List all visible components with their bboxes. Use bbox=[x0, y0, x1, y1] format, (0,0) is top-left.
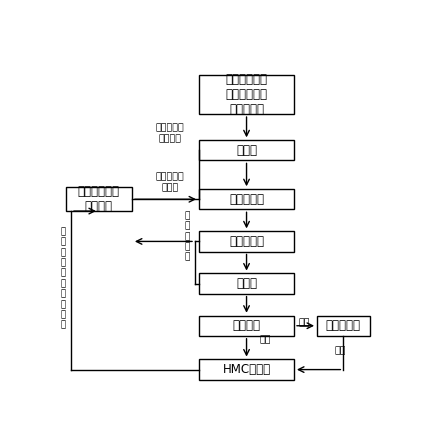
Text: 提供腐植化
微生物: 提供腐植化 微生物 bbox=[156, 173, 184, 192]
FancyBboxPatch shape bbox=[199, 140, 294, 160]
Text: 液态: 液态 bbox=[334, 346, 346, 356]
FancyBboxPatch shape bbox=[199, 316, 294, 336]
Text: 畜禽养殖、屠
宰、食品加工
等有机废水: 畜禽养殖、屠 宰、食品加工 等有机废水 bbox=[226, 73, 268, 116]
FancyBboxPatch shape bbox=[66, 187, 132, 211]
Text: 液态: 液态 bbox=[259, 336, 271, 344]
Text: 二级发酵池: 二级发酵池 bbox=[229, 235, 264, 248]
Text: 提
供
辅
助
活
性
营
养
成
分: 提 供 辅 助 活 性 营 养 成 分 bbox=[60, 227, 65, 330]
FancyBboxPatch shape bbox=[199, 231, 294, 251]
FancyBboxPatch shape bbox=[199, 75, 294, 114]
FancyBboxPatch shape bbox=[199, 273, 294, 294]
Text: 固液分离: 固液分离 bbox=[233, 319, 261, 332]
Text: 固形物脱水: 固形物脱水 bbox=[326, 319, 361, 332]
Text: 提供微生物
培养基质: 提供微生物 培养基质 bbox=[156, 124, 184, 143]
FancyBboxPatch shape bbox=[199, 189, 294, 209]
Text: 熟化池: 熟化池 bbox=[236, 277, 257, 290]
Text: 调节池: 调节池 bbox=[236, 144, 257, 157]
Text: 发
酵
液
回
流: 发 酵 液 回 流 bbox=[184, 211, 190, 261]
Text: 一级发酵池: 一级发酵池 bbox=[229, 193, 264, 206]
FancyBboxPatch shape bbox=[317, 316, 370, 336]
Text: HMC发酵液: HMC发酵液 bbox=[223, 363, 271, 376]
Text: 腐植化微生物
培养装置: 腐植化微生物 培养装置 bbox=[78, 185, 120, 213]
Text: 固态: 固态 bbox=[298, 318, 310, 327]
FancyBboxPatch shape bbox=[199, 360, 294, 380]
